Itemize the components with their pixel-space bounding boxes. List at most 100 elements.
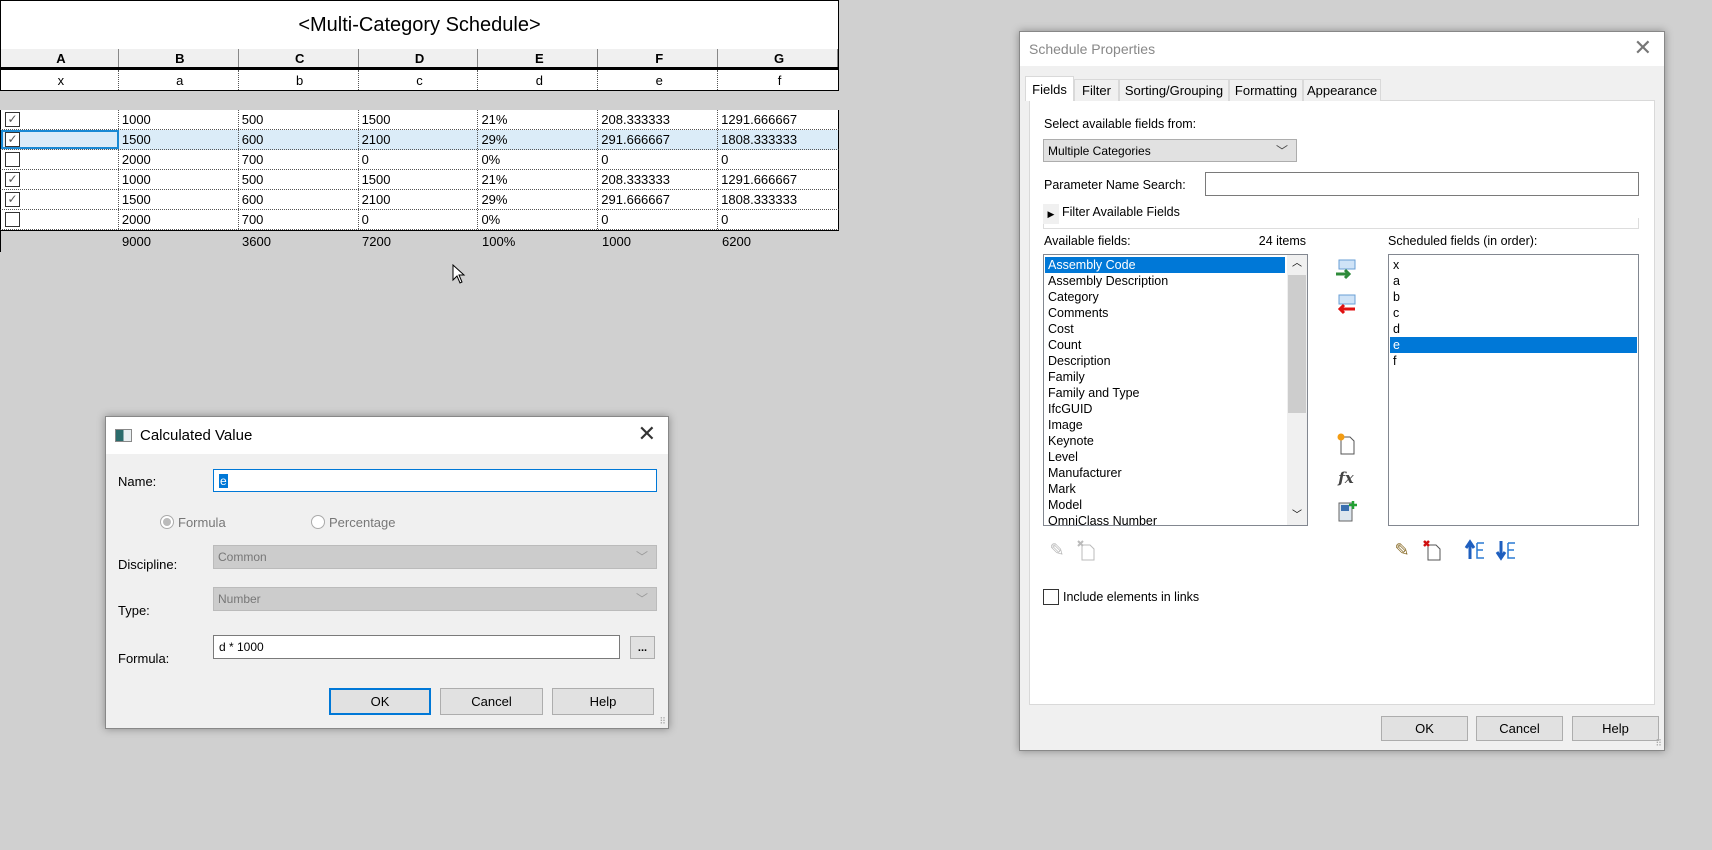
fx-calculated-value-icon[interactable]: fx xyxy=(1338,469,1354,487)
cancel-button[interactable]: Cancel xyxy=(440,688,543,715)
table-row[interactable]: 2000 700 0 0% 0 0 xyxy=(0,210,839,230)
type-select[interactable]: Number ﹀ xyxy=(213,587,657,611)
row-checkbox[interactable] xyxy=(5,152,20,167)
table-cell[interactable]: 1000 xyxy=(119,170,239,189)
column-header-d[interactable]: D xyxy=(359,49,479,67)
table-cell[interactable]: 291.666667 xyxy=(598,190,719,209)
list-item[interactable]: Image xyxy=(1048,418,1083,432)
table-cell[interactable]: 1291.666667 xyxy=(721,112,798,127)
percentage-radio[interactable] xyxy=(311,515,325,529)
checkbox-cell[interactable]: ✓ xyxy=(1,190,119,209)
remove-parameter-icon[interactable] xyxy=(1334,293,1358,317)
list-item[interactable]: Level xyxy=(1048,450,1078,464)
list-item[interactable]: Comments xyxy=(1048,306,1109,320)
table-cell[interactable]: 700 xyxy=(239,210,359,229)
ok-button[interactable]: OK xyxy=(329,688,431,715)
move-up-icon[interactable] xyxy=(1463,538,1487,562)
new-parameter-icon[interactable] xyxy=(1334,432,1358,456)
list-item[interactable]: Family xyxy=(1048,370,1085,384)
name-input[interactable]: e xyxy=(213,469,657,492)
edit-parameter-icon[interactable]: ✎ xyxy=(1394,539,1410,560)
table-cell[interactable]: 1808.333333 xyxy=(721,132,798,147)
row-checkbox[interactable] xyxy=(5,212,20,227)
list-item[interactable]: f xyxy=(1393,354,1397,368)
list-item[interactable]: c xyxy=(1393,306,1400,320)
list-item[interactable]: Cost xyxy=(1048,322,1074,336)
discipline-select[interactable]: Common ﹀ xyxy=(213,545,657,569)
column-header-f[interactable]: F xyxy=(598,49,719,67)
list-item[interactable]: Model xyxy=(1048,498,1083,512)
column-header-c[interactable]: C xyxy=(239,49,359,67)
list-item[interactable]: Assembly Description xyxy=(1048,274,1169,288)
row-checkbox[interactable]: ✓ xyxy=(5,192,20,207)
list-item[interactable]: Manufacturer xyxy=(1048,466,1122,480)
field-header[interactable]: a xyxy=(119,70,239,90)
table-cell[interactable]: 0 xyxy=(598,150,719,169)
include-links-checkbox[interactable] xyxy=(1043,589,1059,605)
table-cell[interactable]: 2100 xyxy=(359,130,479,149)
cancel-button[interactable]: Cancel xyxy=(1476,716,1563,741)
list-item[interactable]: Count xyxy=(1048,338,1082,352)
field-header[interactable]: d xyxy=(478,70,599,90)
table-cell[interactable]: 1500 xyxy=(359,110,479,129)
list-item[interactable]: a xyxy=(1393,274,1400,288)
tab-filter[interactable]: Filter xyxy=(1074,79,1119,101)
table-cell[interactable]: 1000 xyxy=(119,110,239,129)
table-cell[interactable]: 0% xyxy=(478,150,599,169)
help-button[interactable]: Help xyxy=(552,688,654,715)
field-header[interactable]: c xyxy=(359,70,479,90)
tab-appearance[interactable]: Appearance xyxy=(1303,79,1381,101)
list-item[interactable]: Keynote xyxy=(1048,434,1094,448)
table-cell[interactable]: 0 xyxy=(359,210,479,229)
resize-grip-icon[interactable]: ⠿ xyxy=(659,716,666,726)
table-cell[interactable]: 2000 xyxy=(119,210,239,229)
checkbox-cell[interactable] xyxy=(1,210,119,229)
table-cell[interactable]: 1500 xyxy=(359,170,479,189)
parameter-search-input[interactable] xyxy=(1205,172,1639,196)
table-cell[interactable]: 2100 xyxy=(359,190,479,209)
row-checkbox[interactable]: ✓ xyxy=(5,132,20,147)
table-cell[interactable]: 600 xyxy=(239,190,359,209)
checkbox-cell[interactable] xyxy=(1,150,119,169)
tab-fields[interactable]: Fields xyxy=(1025,76,1074,101)
scrollbar-thumb[interactable] xyxy=(1288,275,1306,413)
formula-browse-button[interactable]: ... xyxy=(630,636,655,659)
column-header-e[interactable]: E xyxy=(478,49,599,67)
table-row[interactable]: ✓ 1000 500 1500 21% 208.333333 1291.666667 xyxy=(0,110,839,130)
row-checkbox[interactable]: ✓ xyxy=(5,172,20,187)
close-icon[interactable]: ✕ xyxy=(1633,35,1652,60)
list-item[interactable]: x xyxy=(1393,258,1400,272)
checkbox-cell[interactable]: ✓ xyxy=(1,130,119,149)
help-button[interactable]: Help xyxy=(1572,716,1659,741)
list-item[interactable]: OmniClass Number xyxy=(1048,514,1158,526)
list-item[interactable]: b xyxy=(1393,290,1400,304)
list-item[interactable]: Assembly Code xyxy=(1045,257,1285,273)
list-item[interactable]: Mark xyxy=(1048,482,1076,496)
field-header[interactable]: f xyxy=(777,72,782,88)
table-cell[interactable]: 500 xyxy=(239,110,359,129)
select-fields-from-dropdown[interactable]: Multiple Categories ﹀ xyxy=(1043,139,1297,162)
checkbox-cell[interactable]: ✓ xyxy=(1,170,119,189)
column-header-g[interactable]: G xyxy=(718,49,839,67)
tab-formatting[interactable]: Formatting xyxy=(1229,79,1303,101)
table-cell[interactable]: 600 xyxy=(239,130,359,149)
table-row[interactable]: ✓ 1500 600 2100 29% 291.666667 1808.333333 xyxy=(0,130,839,150)
table-cell[interactable]: 208.333333 xyxy=(598,170,719,189)
scrollbar[interactable]: ︿ ﹀ xyxy=(1287,255,1307,525)
column-header-a[interactable]: A xyxy=(1,49,119,67)
delete-parameter-icon[interactable] xyxy=(1420,538,1444,562)
expand-triangle-icon[interactable]: ▶ xyxy=(1043,204,1059,224)
close-icon[interactable]: ✕ xyxy=(637,421,656,446)
formula-radio[interactable] xyxy=(160,515,174,529)
column-header-b[interactable]: B xyxy=(119,49,239,67)
table-row[interactable]: 2000 700 0 0% 0 0 xyxy=(0,150,839,170)
list-item[interactable]: d xyxy=(1393,322,1400,336)
scroll-down-icon[interactable]: ﹀ xyxy=(1292,510,1302,521)
table-cell[interactable]: 21% xyxy=(478,110,599,129)
list-item[interactable]: Family and Type xyxy=(1048,386,1140,400)
table-cell[interactable]: 0 xyxy=(359,150,479,169)
list-item[interactable]: Description xyxy=(1048,354,1111,368)
list-item[interactable]: e xyxy=(1390,337,1637,353)
table-cell[interactable]: 0 xyxy=(721,152,729,167)
